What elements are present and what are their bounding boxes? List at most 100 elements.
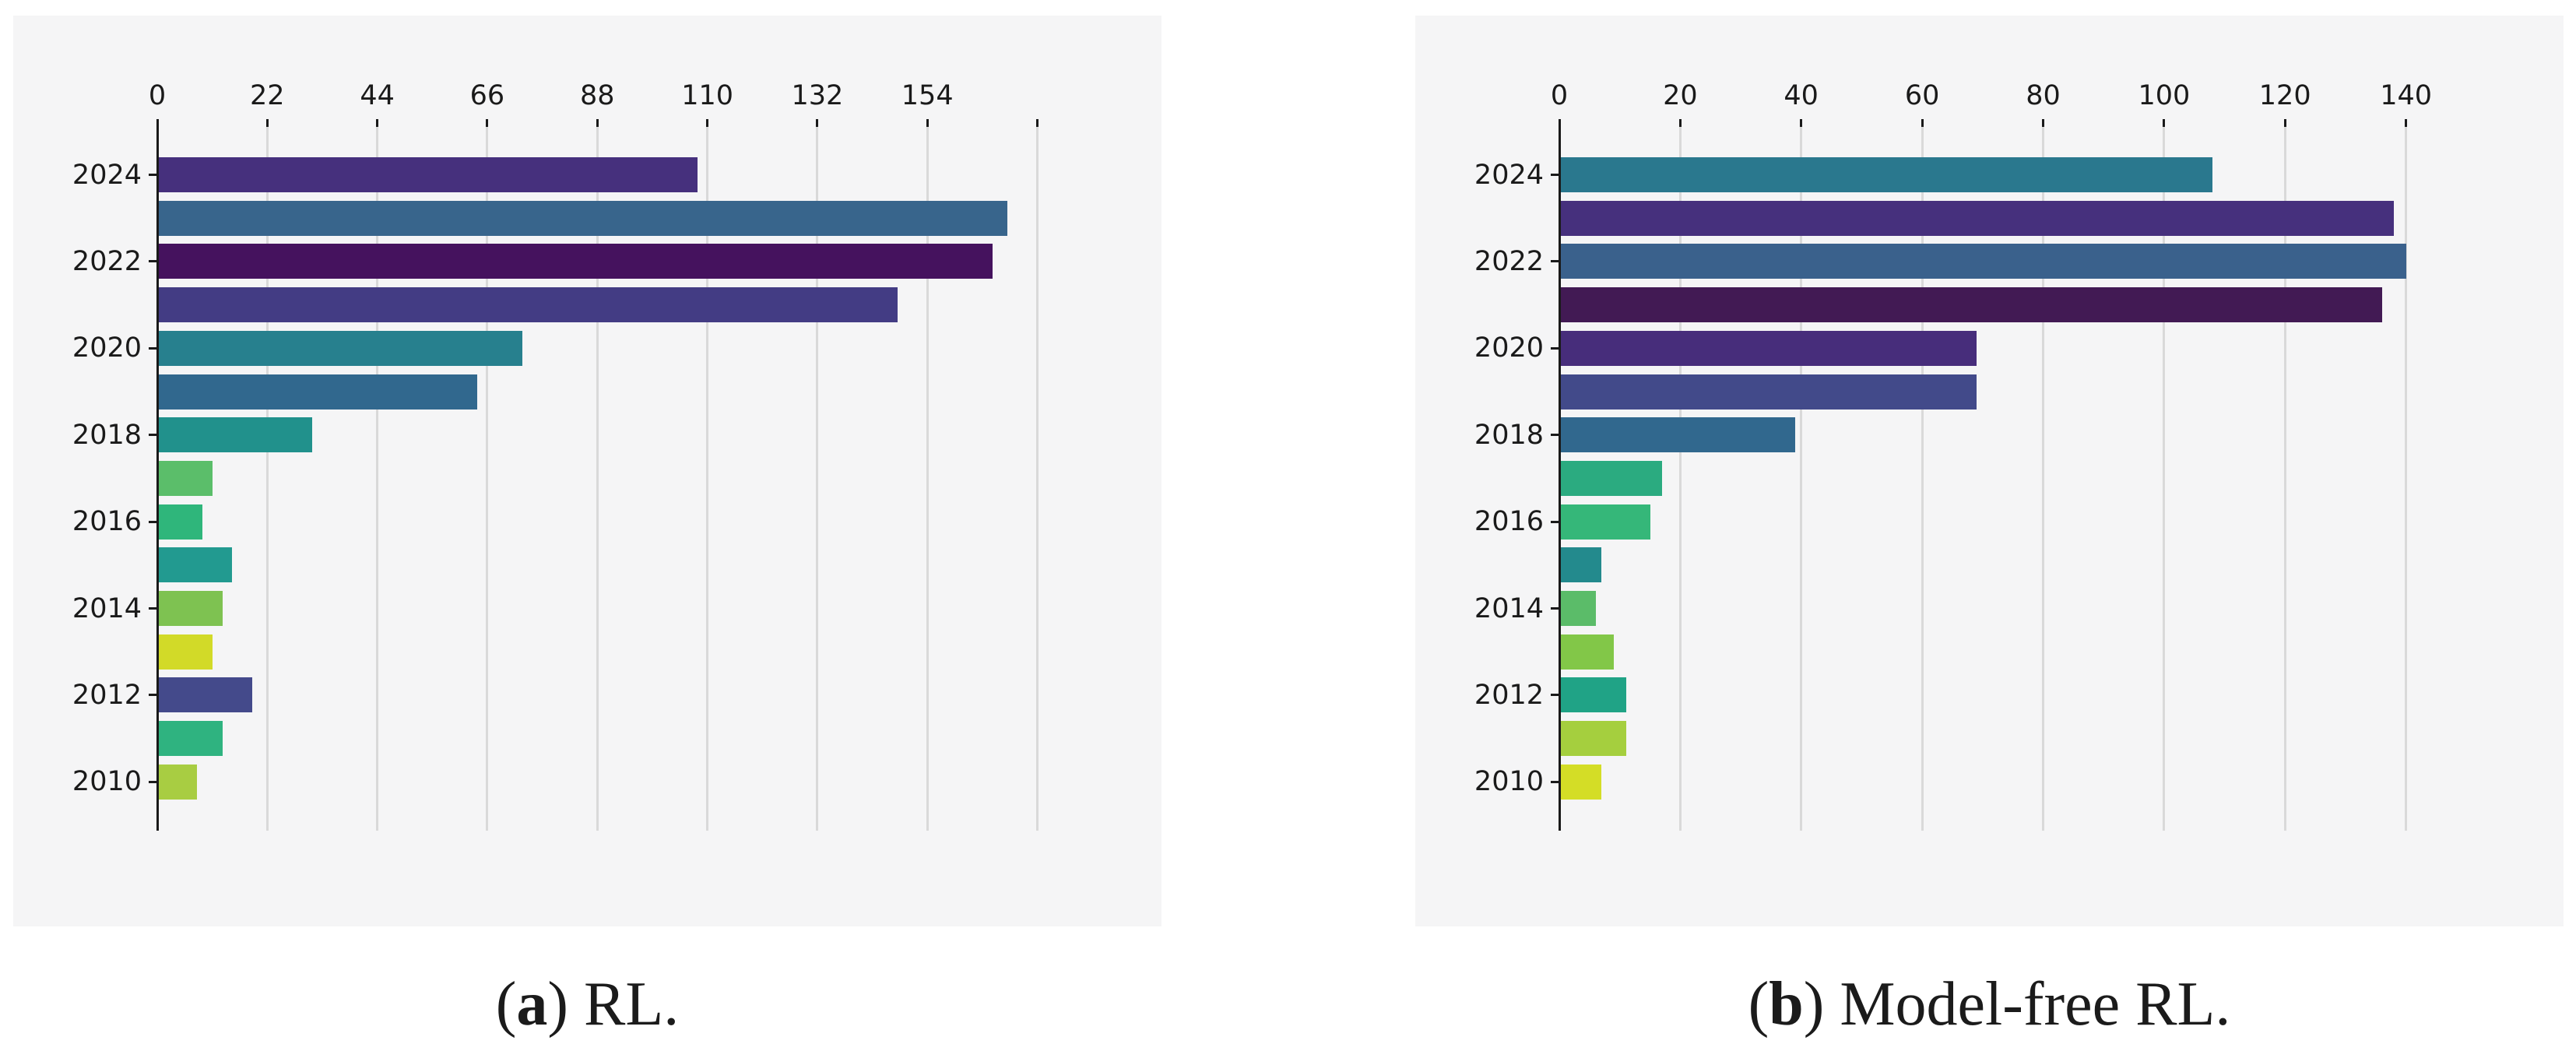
y-tick-label: 2012 <box>72 679 142 711</box>
bar-2021 <box>157 287 898 323</box>
y-tick <box>1551 346 1559 350</box>
x-gridline <box>706 119 709 831</box>
y-tick <box>1551 694 1559 697</box>
bar-2010 <box>1559 764 1602 800</box>
x-tick <box>2163 119 2166 127</box>
bar-2014 <box>157 591 223 626</box>
y-tick <box>149 780 157 783</box>
caption-b-text: ) Model-free RL. <box>1803 970 2231 1039</box>
x-tick-label: 20 <box>1663 80 1698 111</box>
x-gridline <box>1036 119 1038 831</box>
bar-2024 <box>157 157 698 192</box>
caption-a-text: ) RL. <box>547 970 680 1039</box>
x-tick <box>2405 119 2408 127</box>
x-tick-label: 110 <box>681 80 733 111</box>
x-gridline <box>926 119 929 831</box>
y-tick-label: 2020 <box>72 332 142 364</box>
bar-2021 <box>1559 287 2382 323</box>
x-tick-label: 154 <box>901 80 954 111</box>
bar-2012 <box>1559 677 1626 713</box>
x-gridline <box>816 119 819 831</box>
bar-2013 <box>1559 634 1614 670</box>
bar-2015 <box>157 547 233 583</box>
y-tick <box>149 520 157 523</box>
x-tick <box>376 119 379 127</box>
x-gridline <box>1800 119 1803 831</box>
x-tick <box>1558 119 1561 127</box>
x-tick-label: 0 <box>1550 80 1569 111</box>
x-tick <box>926 119 929 127</box>
y-tick <box>149 607 157 610</box>
caption-b-letter: b <box>1769 970 1804 1039</box>
y-tick-label: 2022 <box>72 245 142 277</box>
x-tick-label: 44 <box>360 80 395 111</box>
x-tick <box>816 119 819 127</box>
bar-2011 <box>1559 721 1626 757</box>
bar-2013 <box>157 634 213 670</box>
x-gridline <box>2405 119 2408 831</box>
y-axis-line <box>156 119 159 831</box>
x-tick <box>486 119 489 127</box>
x-gridline <box>1678 119 1682 831</box>
x-gridline <box>596 119 599 831</box>
y-tick <box>1551 434 1559 437</box>
y-tick-label: 2020 <box>1474 332 1544 364</box>
x-tick-label: 40 <box>1784 80 1819 111</box>
y-tick <box>149 434 157 437</box>
x-gridline <box>376 119 379 831</box>
x-tick-label: 22 <box>250 80 285 111</box>
x-tick <box>596 119 599 127</box>
bar-2020 <box>1559 330 1977 366</box>
x-gridline <box>2163 119 2166 831</box>
y-tick <box>149 694 157 697</box>
bar-2019 <box>1559 374 1977 410</box>
caption-a-letter: a <box>516 970 548 1039</box>
y-tick <box>1551 174 1559 176</box>
bar-2024 <box>1559 157 2212 192</box>
figure-b-panel: 0 20 40 60 80 100 120 140 2024 2022 2020 2018 2016 20… <box>1415 16 2564 926</box>
bar-2018 <box>157 417 313 453</box>
x-tick-label: 140 <box>2380 80 2432 111</box>
x-gridline <box>2042 119 2044 831</box>
y-tick <box>149 260 157 263</box>
bar-2014 <box>1559 591 1596 626</box>
x-tick-label: 132 <box>791 80 844 111</box>
bar-2019 <box>157 374 478 410</box>
caption-a-open-paren: ( <box>495 970 517 1039</box>
figure-a-plot-area: 0 22 44 66 88 110 132 154 2024 2022 2020 2018 2016 20… <box>13 16 1161 926</box>
bar-2017 <box>1559 460 1663 496</box>
y-axis-line <box>1558 119 1561 831</box>
bar-2020 <box>157 330 522 366</box>
y-tick <box>1551 607 1559 610</box>
bar-2023 <box>157 200 1007 236</box>
x-tick-label: 66 <box>469 80 505 111</box>
x-tick <box>1921 119 1924 127</box>
x-tick-label: 88 <box>580 80 615 111</box>
figure-a-caption: (a) RL. <box>13 972 1161 1037</box>
y-tick-label: 2024 <box>72 159 142 191</box>
x-tick <box>2283 119 2286 127</box>
y-tick-label: 2014 <box>1474 592 1544 624</box>
figure-b-plot-area: 0 20 40 60 80 100 120 140 2024 2022 2020 2018 2016 20… <box>1415 16 2564 926</box>
y-tick-label: 2024 <box>1474 159 1544 191</box>
bar-2017 <box>157 460 213 496</box>
y-tick-label: 2010 <box>72 766 142 798</box>
x-tick-label: 60 <box>1904 80 1940 111</box>
x-tick <box>156 119 159 127</box>
x-tick <box>1800 119 1803 127</box>
x-gridline <box>2283 119 2286 831</box>
y-tick <box>149 346 157 350</box>
y-tick-label: 2018 <box>72 419 142 451</box>
bar-2023 <box>1559 200 2395 236</box>
bar-2022 <box>157 244 993 279</box>
figure-b-caption: (b) Model-free RL. <box>1415 972 2564 1037</box>
x-gridline <box>486 119 489 831</box>
x-tick-label: 120 <box>2258 80 2311 111</box>
x-tick <box>2042 119 2044 127</box>
x-tick-label: 80 <box>2026 80 2061 111</box>
x-tick-label: 100 <box>2138 80 2191 111</box>
x-tick-label: 0 <box>148 80 167 111</box>
y-tick <box>1551 260 1559 263</box>
y-tick <box>1551 780 1559 783</box>
x-gridline <box>1921 119 1924 831</box>
